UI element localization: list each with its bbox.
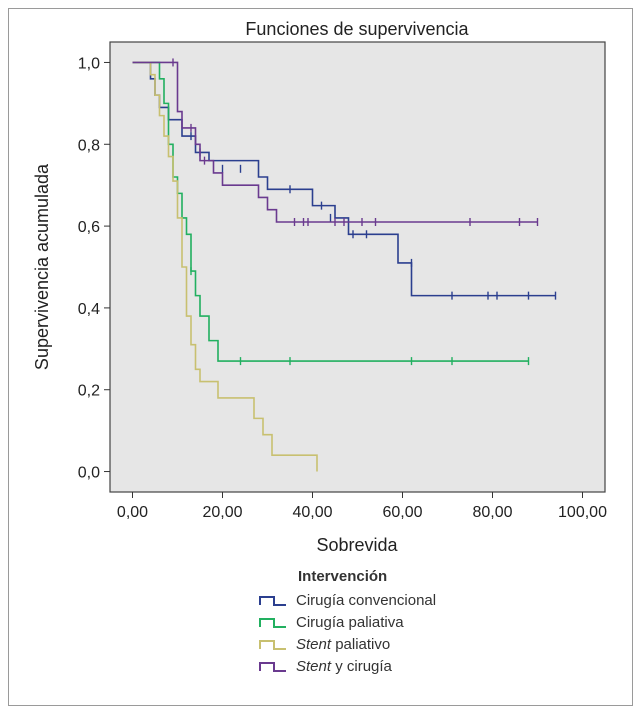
legend-swatch-line (259, 662, 286, 672)
y-axis: 0,0 0,2 0,4 0,6 0,8 1,0 (78, 55, 110, 482)
legend-item: Stent y cirugía (258, 655, 436, 677)
y-tick-label: 0,4 (78, 301, 100, 318)
y-tick-label: 0,2 (78, 383, 100, 400)
legend-item: Cirugía convencional (258, 589, 436, 611)
series-layer (132, 58, 557, 472)
legend-item: Stent paliativo (258, 633, 436, 655)
x-tick-label: 40,00 (292, 504, 332, 521)
legend-label-italic: Stent (296, 657, 332, 675)
legend-label: paliativo (331, 635, 391, 653)
figure-frame (8, 8, 633, 706)
legend-label-italic: Stent (296, 635, 332, 653)
x-axis-label: Sobrevida (316, 535, 398, 555)
legend-swatch (259, 596, 286, 606)
legend: Intervención Cirugía convencional Cirugía… (258, 568, 436, 677)
y-tick-label: 1,0 (78, 55, 100, 72)
x-tick-label: 60,00 (382, 504, 422, 521)
legend-item: Cirugía paliativa (258, 611, 436, 633)
legend-swatch (259, 618, 286, 628)
legend-label: Cirugía convencional (296, 591, 437, 609)
y-tick-label: 0,0 (78, 465, 100, 482)
y-tick-label: 0,8 (78, 137, 100, 154)
legend-label: Cirugía paliativa (296, 613, 404, 631)
legend-swatch (259, 662, 286, 672)
x-tick-label: 80,00 (472, 504, 512, 521)
legend-swatch-line (259, 640, 286, 650)
legend-label: y cirugía (331, 657, 392, 675)
x-tick-label: 0,00 (117, 504, 148, 521)
series-stent-paliativo (132, 61, 318, 472)
series-line (132, 61, 538, 223)
legend-swatch-line (259, 596, 286, 606)
legend-swatch-line (259, 618, 286, 628)
legend-items: Cirugía convencional Cirugía paliativa Ste… (258, 589, 436, 677)
series-line (132, 61, 318, 472)
x-tick-label: 100,00 (558, 504, 607, 521)
series-stent-y-cirugia (132, 58, 539, 226)
x-axis: 0,00 20,00 40,00 60,00 80,00 100,00 (117, 492, 607, 521)
chart-title: Funciones de supervivencia (245, 19, 469, 39)
y-axis-label: Supervivencia acumulada (32, 163, 52, 370)
legend-title: Intervención (298, 568, 388, 585)
legend-swatch (259, 640, 286, 650)
x-tick-label: 20,00 (202, 504, 242, 521)
plot-background (109, 41, 606, 493)
y-tick-label: 0,6 (78, 219, 100, 236)
